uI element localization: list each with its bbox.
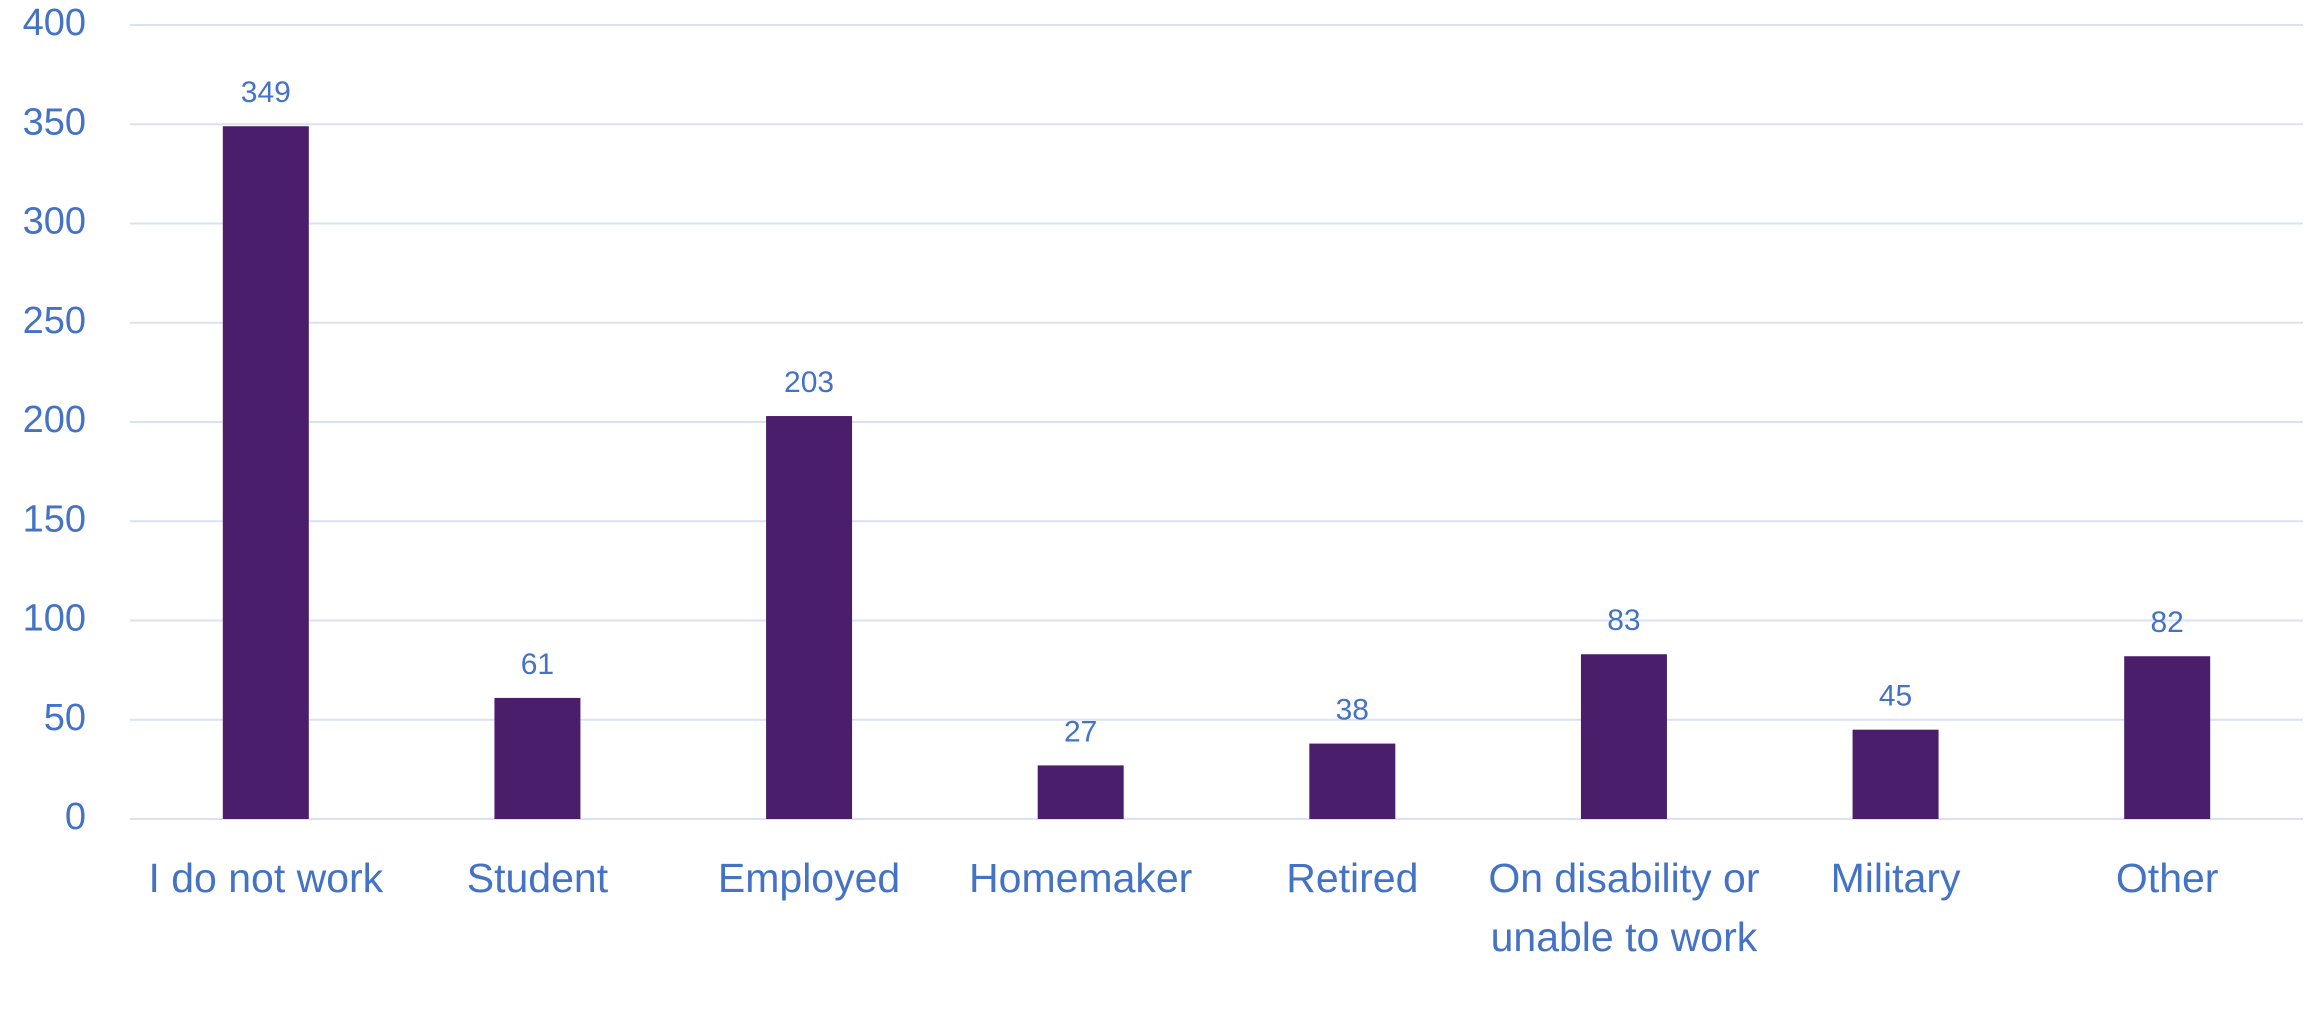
x-tick-label: On disability or unable to work	[1488, 855, 1760, 960]
data-label: 45	[1879, 680, 1912, 713]
x-tick-label: Homemaker	[969, 855, 1193, 901]
y-tick-label: 400	[23, 2, 86, 44]
bar	[766, 416, 853, 819]
x-tick-label: Retired	[1286, 855, 1419, 901]
y-tick-label: 250	[23, 300, 86, 342]
bar	[1580, 654, 1667, 819]
bar	[494, 697, 581, 819]
y-tick-label: 350	[23, 101, 86, 143]
bar	[1852, 729, 1939, 819]
x-tick-label-box: Homemaker	[969, 855, 1193, 901]
x-tick-label: Employed	[717, 855, 901, 901]
y-tick-label: 200	[23, 399, 86, 441]
x-tick-label-box: Retired	[1286, 855, 1419, 901]
data-label: 203	[784, 366, 834, 399]
x-tick-label-box: Employed	[717, 855, 901, 901]
x-tick-label-box: I do not work	[148, 855, 384, 901]
y-tick-label: 300	[23, 201, 86, 243]
y-tick-label: 50	[44, 697, 86, 739]
x-tick-label: Other	[2115, 855, 2219, 901]
x-tick-label-box: On disability or unable to work	[1488, 855, 1760, 960]
y-tick-label: 100	[23, 598, 86, 640]
x-tick-label-box: Student	[466, 855, 609, 901]
y-tick-label: 150	[23, 498, 86, 540]
data-label: 82	[2151, 606, 2184, 639]
data-label: 349	[241, 76, 291, 109]
y-tick-label: 0	[65, 796, 86, 838]
x-tick-label: Student	[466, 855, 609, 901]
data-label: 61	[521, 648, 554, 681]
bar	[1309, 743, 1396, 819]
x-tick-label: Military	[1830, 855, 1961, 901]
data-label: 27	[1064, 715, 1097, 748]
x-tick-label: I do not work	[148, 855, 384, 901]
bar	[1037, 765, 1124, 819]
bar	[222, 126, 309, 820]
bar	[2124, 656, 2211, 819]
x-tick-label-box: Military	[1830, 855, 1961, 901]
data-label: 38	[1336, 693, 1369, 726]
x-tick-label-box: Other	[2115, 855, 2219, 901]
data-label: 83	[1607, 604, 1640, 637]
